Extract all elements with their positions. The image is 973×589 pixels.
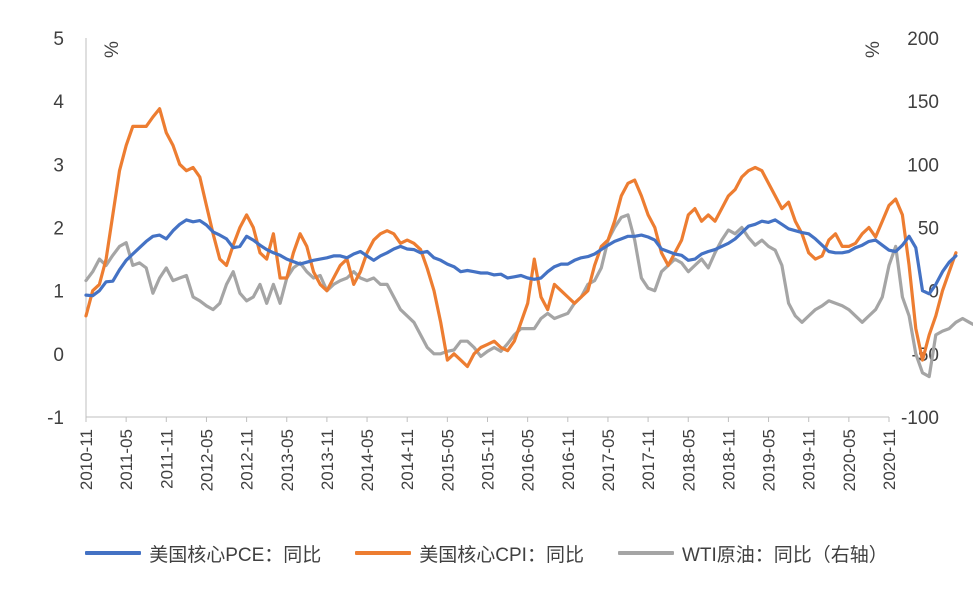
- left-tick-label: 2: [53, 219, 64, 240]
- x-tick-label: 2018-11: [719, 429, 738, 490]
- x-tick-label: 2013-05: [278, 429, 297, 491]
- x-tick-label: 2015-05: [438, 429, 457, 491]
- legend-label-wti: WTI原油：同比（右轴）: [681, 544, 888, 566]
- legend-label-pce: 美国核心PCE：同比: [149, 544, 322, 566]
- series-layer: [84, 107, 973, 379]
- x-tick-label: 2019-05: [760, 429, 779, 491]
- x-tick-label: 2019-11: [800, 429, 819, 490]
- series-line-pce: [84, 218, 958, 298]
- series-line-wti: [84, 213, 973, 379]
- legend-item-wti: WTI原油：同比（右轴）: [617, 540, 888, 567]
- right-tick-label: 100: [907, 155, 939, 176]
- x-axis: 2010-11 2011-05 2011-11 2012-05 2012-11 2013-…: [77, 417, 899, 491]
- legend-label-cpi: 美国核心CPI：同比: [419, 544, 584, 566]
- x-tick-label: 2020-11: [880, 429, 899, 490]
- left-tick-label: 1: [53, 282, 64, 303]
- legend-item-pce: 美国核心PCE：同比: [85, 540, 321, 567]
- x-tick-label: 2013-11: [318, 429, 337, 490]
- x-tick-label: 2011-11: [157, 429, 176, 489]
- x-tick-label: 2020-05: [840, 429, 859, 491]
- right-tick-label: 200: [907, 29, 939, 50]
- x-tick-label: 2014-11: [398, 429, 417, 490]
- x-tick-label: 2012-05: [197, 429, 216, 491]
- x-tick-label: 2010-11: [77, 429, 96, 490]
- left-unit-label: %: [102, 41, 123, 58]
- legend: 美国核心PCE：同比 美国核心CPI：同比 WTI原油：同比（右轴）: [0, 538, 973, 568]
- legend-swatch-cpi: [355, 551, 412, 555]
- x-tick-label: 2014-05: [358, 429, 377, 491]
- x-tick-label: 2018-05: [679, 429, 698, 491]
- left-tick-label: 0: [53, 345, 64, 366]
- x-tick-label: 2012-11: [238, 429, 257, 490]
- right-tick-label: 150: [907, 92, 939, 113]
- series-line-cpi: [84, 107, 958, 369]
- right-tick-label: 0: [928, 282, 939, 303]
- right-unit-label: %: [863, 41, 884, 58]
- left-tick-label: -1: [47, 408, 64, 429]
- x-tick-label: 2017-11: [639, 429, 658, 490]
- x-tick-label: 2011-05: [117, 429, 136, 490]
- left-tick-label: 5: [53, 29, 64, 50]
- left-tick-label: 4: [53, 92, 64, 113]
- plot-frame: [85, 38, 889, 418]
- right-tick-label: 50: [918, 219, 939, 240]
- legend-swatch-pce: [85, 551, 142, 555]
- x-tick-label: 2015-11: [479, 429, 498, 490]
- x-tick-label: 2016-05: [519, 429, 538, 491]
- right-tick-label: -100: [901, 408, 939, 429]
- left-tick-label: 3: [53, 155, 64, 176]
- legend-item-cpi: 美国核心CPI：同比: [355, 540, 584, 567]
- x-tick-label: 2017-05: [599, 429, 618, 491]
- x-tick-label: 2016-11: [559, 429, 578, 490]
- legend-swatch-wti: [617, 551, 674, 555]
- left-y-axis: -1 0 1 2 3 4 5: [47, 29, 64, 429]
